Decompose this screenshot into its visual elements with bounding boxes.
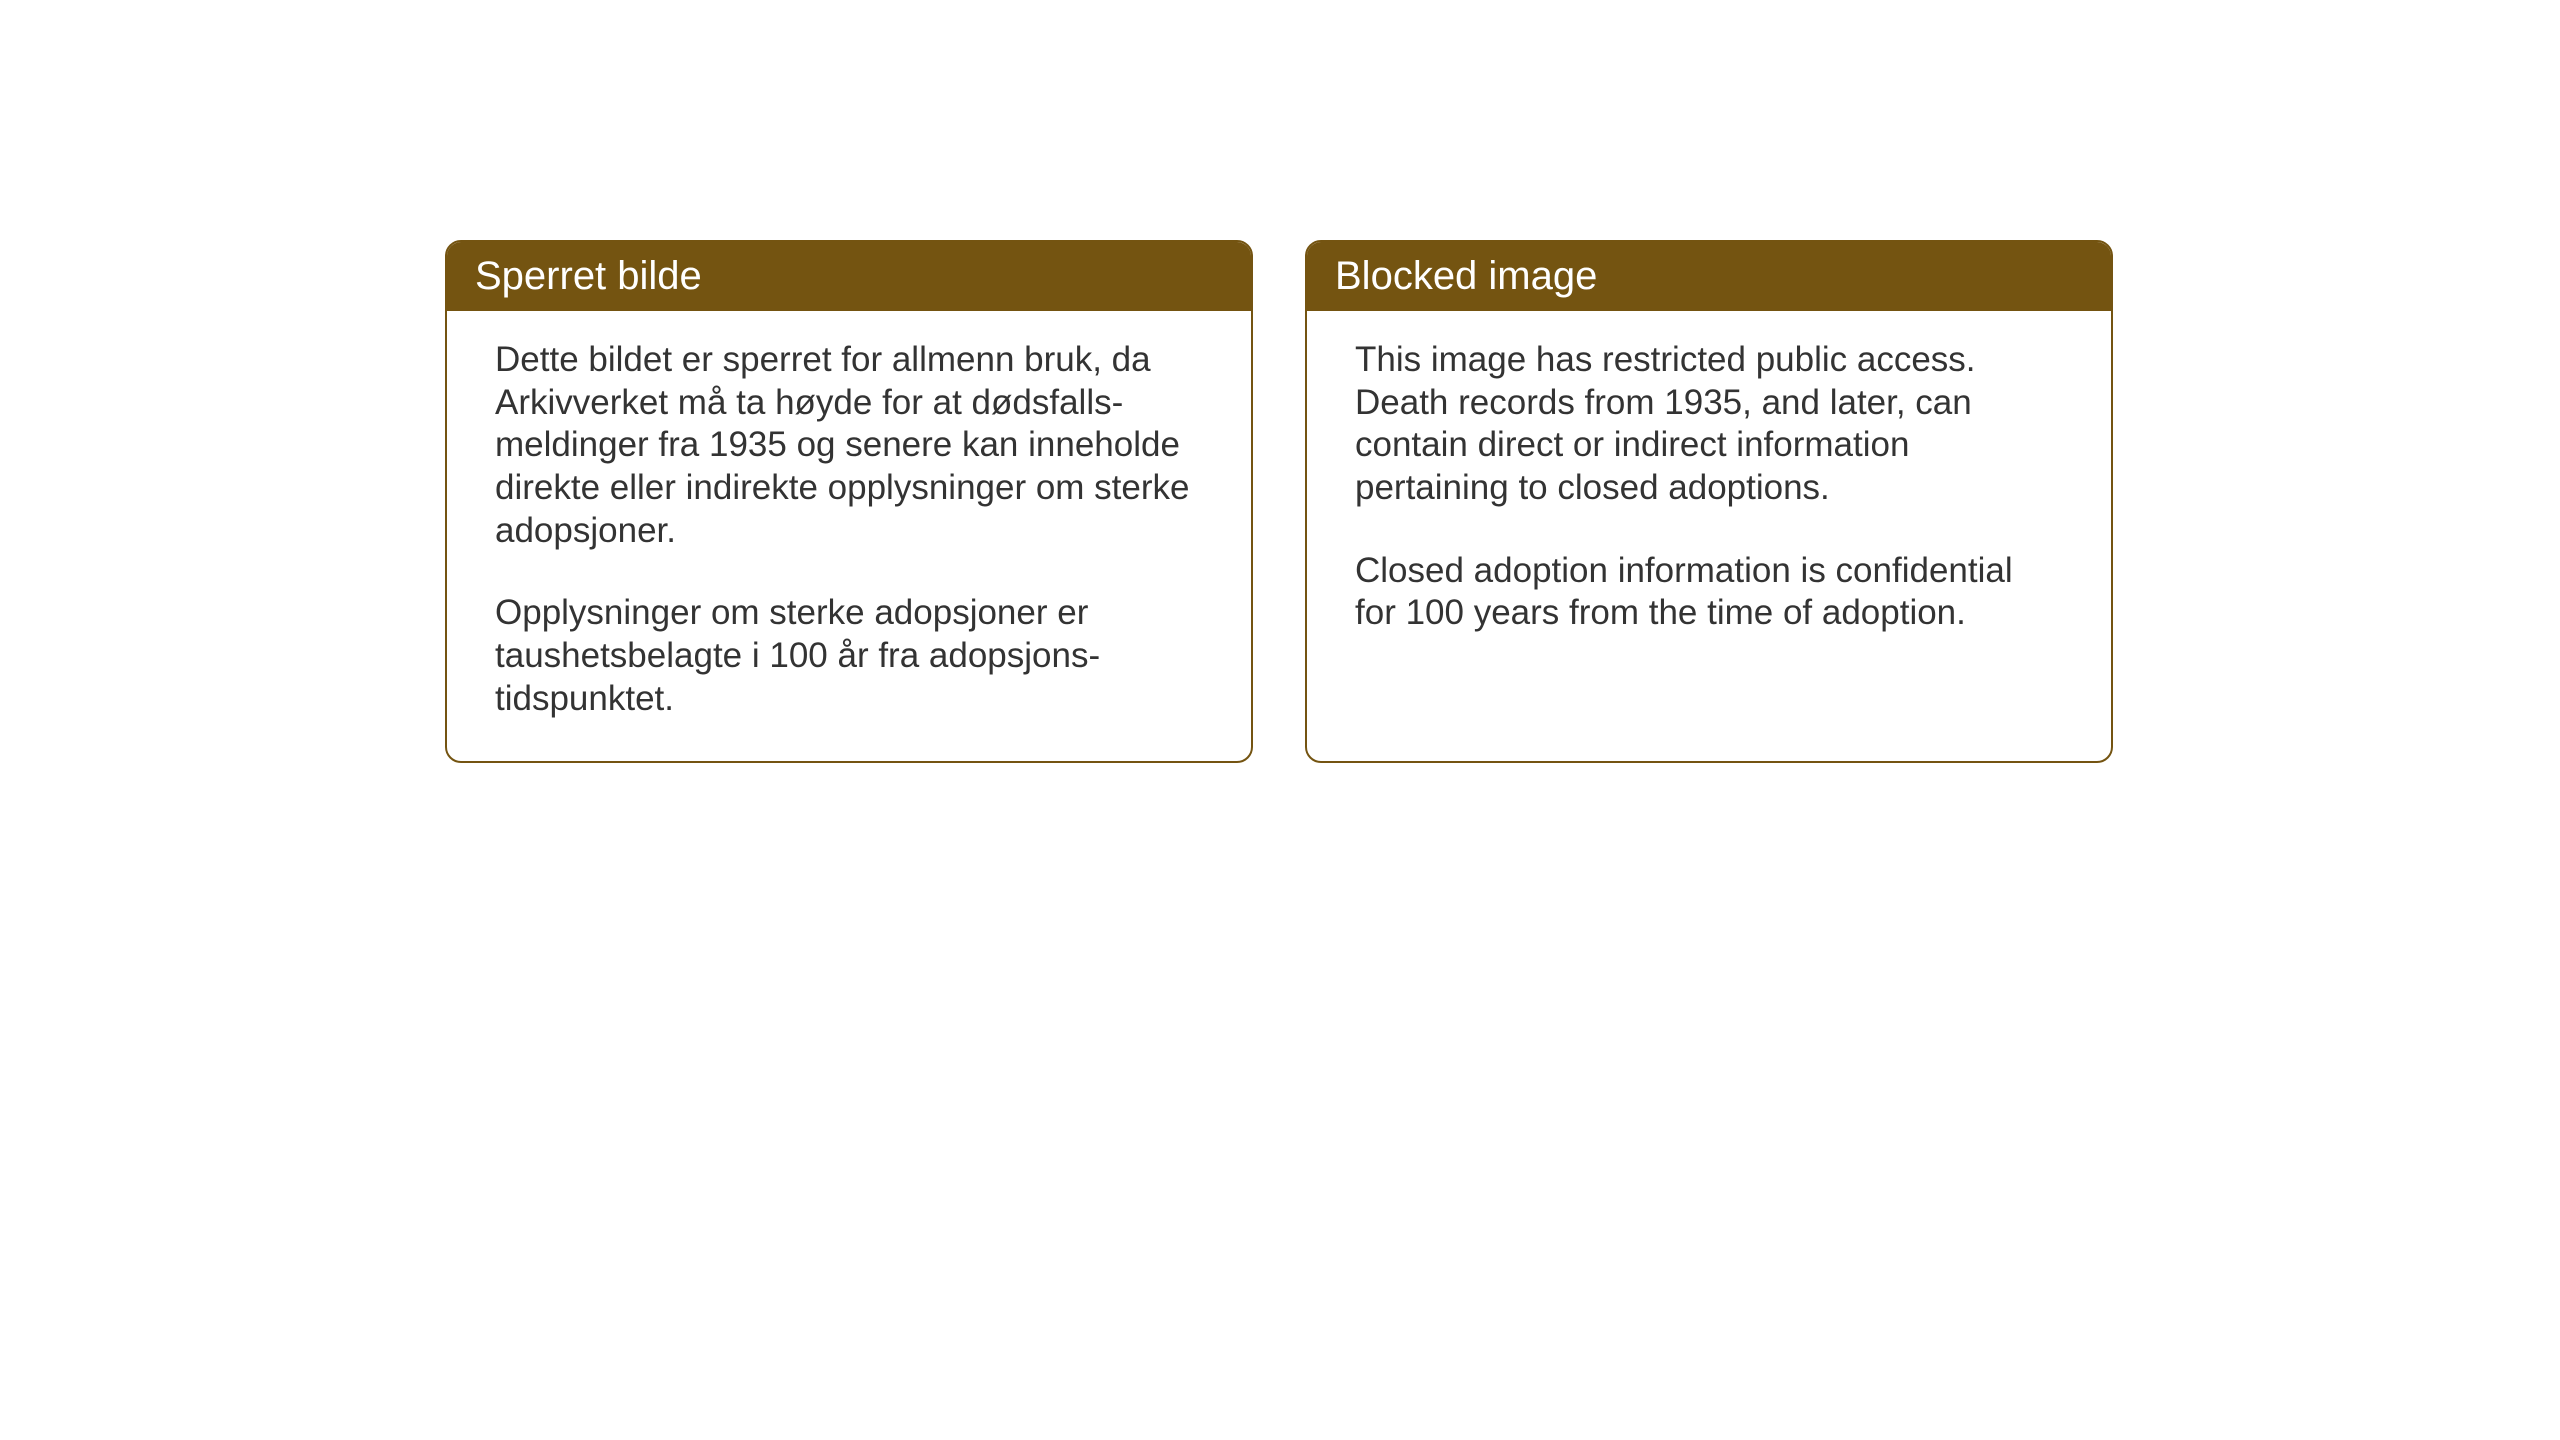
card-title-english: Blocked image: [1335, 254, 1597, 298]
card-paragraph-2-norwegian: Opplysninger om sterke adopsjoner er tau…: [495, 592, 1203, 720]
card-paragraph-2-english: Closed adoption information is confident…: [1355, 550, 2063, 635]
card-paragraph-1-english: This image has restricted public access.…: [1355, 339, 2063, 510]
card-body-english: This image has restricted public access.…: [1307, 311, 2111, 675]
notice-container: Sperret bilde Dette bildet er sperret fo…: [445, 240, 2113, 763]
card-header-english: Blocked image: [1307, 242, 2111, 311]
notice-card-english: Blocked image This image has restricted …: [1305, 240, 2113, 763]
card-paragraph-1-norwegian: Dette bildet er sperret for allmenn bruk…: [495, 339, 1203, 552]
notice-card-norwegian: Sperret bilde Dette bildet er sperret fo…: [445, 240, 1253, 763]
card-header-norwegian: Sperret bilde: [447, 242, 1251, 311]
card-title-norwegian: Sperret bilde: [475, 254, 702, 298]
card-body-norwegian: Dette bildet er sperret for allmenn bruk…: [447, 311, 1251, 761]
